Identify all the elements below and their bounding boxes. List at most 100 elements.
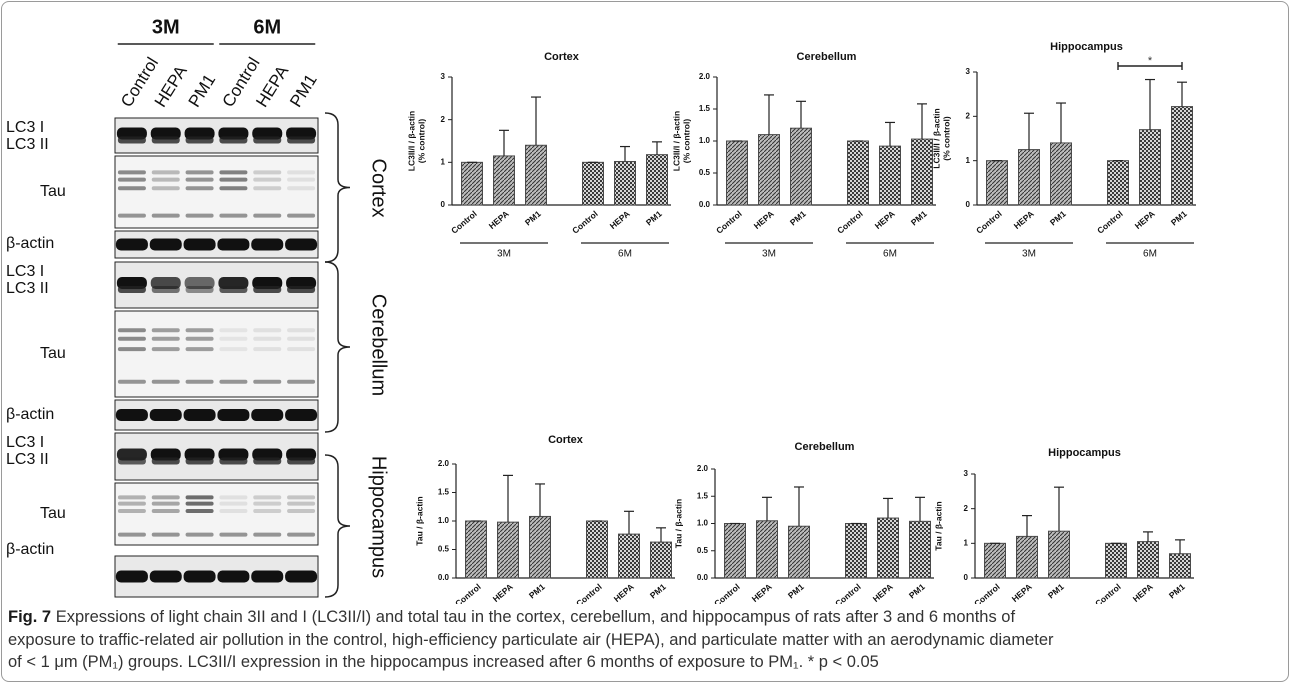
y-tick-label: 1.0 <box>697 519 709 528</box>
bar <box>986 160 1008 206</box>
blot-band <box>287 509 316 514</box>
bracket <box>324 454 351 598</box>
y-tick-label: 0.5 <box>438 545 450 554</box>
blot-band <box>287 336 316 341</box>
blot-band <box>117 457 146 465</box>
blot-band <box>185 136 214 144</box>
blot-band <box>185 336 214 341</box>
blot-band <box>253 328 282 333</box>
blot-band <box>185 347 214 352</box>
region-label: Cerebellum <box>368 294 390 396</box>
blot-band <box>151 336 180 341</box>
error-bar <box>652 141 662 155</box>
y-tick-label: 1.0 <box>438 516 450 525</box>
y-tick-label: 1 <box>966 156 971 165</box>
error-bar <box>794 486 804 527</box>
blot-band <box>253 170 282 175</box>
blot-band <box>117 328 146 333</box>
x-tick-label: HEPA <box>873 209 897 231</box>
blot-band <box>219 532 248 537</box>
blot-band <box>117 501 146 506</box>
band-label: Tau <box>40 505 66 522</box>
bar <box>724 523 746 579</box>
blot-box <box>114 117 319 154</box>
x-tick-label: HEPA <box>1131 582 1155 604</box>
y-axis-label: (% control) <box>416 119 426 164</box>
blot-band <box>285 238 318 251</box>
blot-band <box>185 328 214 333</box>
blot-band <box>151 213 180 218</box>
error-bar <box>1143 531 1153 542</box>
blot-band <box>185 379 214 384</box>
y-tick-label: 0.5 <box>697 546 709 555</box>
blot-band <box>117 286 146 293</box>
blot-band <box>185 509 214 514</box>
blot-band <box>183 238 216 251</box>
y-tick-label: 1.5 <box>438 488 450 497</box>
blot-band <box>219 347 248 352</box>
blot-band <box>287 501 316 506</box>
blot-band <box>151 495 180 500</box>
blot-band <box>184 277 215 289</box>
timepoint-label: 6M <box>253 16 281 38</box>
error-bar <box>917 103 927 140</box>
blot-band <box>287 379 316 384</box>
chart-title: Cerebellum <box>795 441 855 453</box>
blot-band <box>185 501 214 506</box>
band-label: β-actin <box>6 235 54 252</box>
x-tick-label: Control <box>833 582 863 604</box>
blot-band <box>287 136 316 144</box>
y-tick-label: 2 <box>966 111 971 120</box>
blot-band <box>219 379 248 384</box>
y-tick-label: 1.5 <box>699 104 711 113</box>
error-bar <box>620 145 630 162</box>
band-label: Tau <box>40 345 66 362</box>
x-tick-label: PM1 <box>1048 208 1068 227</box>
error-bar <box>1177 81 1187 107</box>
blot-box <box>114 432 319 481</box>
blot-band <box>287 186 316 191</box>
y-axis-label: LC3II/I / β-actin <box>931 108 941 168</box>
bar <box>650 541 672 579</box>
error-bar <box>535 483 545 517</box>
blot-band <box>217 238 250 251</box>
bar <box>1050 142 1072 206</box>
error-bar <box>796 100 806 129</box>
blot-band <box>115 570 148 583</box>
x-tick-label: PM1 <box>1046 581 1066 600</box>
blot-box <box>114 555 319 598</box>
blot-band <box>115 238 148 251</box>
lane-label: PM1 <box>185 71 220 111</box>
bar <box>586 520 608 579</box>
band-label: LC3 II <box>6 136 49 153</box>
x-tick-label: Control <box>972 582 1002 604</box>
blot-band <box>117 186 146 191</box>
bar <box>1169 553 1191 579</box>
blot-band <box>217 570 250 583</box>
bar <box>1107 160 1129 206</box>
blot-band <box>253 213 282 218</box>
blot-band <box>117 213 146 218</box>
bar <box>1171 106 1193 206</box>
x-tick-label: PM1 <box>1169 208 1189 227</box>
caption-text: Expressions of light chain 3II and I (LC… <box>55 608 1016 626</box>
y-axis-label: Tau / β-actin <box>933 501 943 550</box>
x-tick-label: PM1 <box>907 581 927 600</box>
group-label: 3M <box>497 249 511 260</box>
lane-label: PM1 <box>286 71 321 111</box>
region-label: Cortex <box>368 159 390 218</box>
blot-band <box>117 336 146 341</box>
region-label: Hippocampus <box>368 456 390 578</box>
error-bar <box>915 496 925 522</box>
bar <box>525 144 547 206</box>
error-bar <box>883 497 893 519</box>
x-tick-label: HEPA <box>1012 209 1036 231</box>
x-tick-label: Control <box>570 209 600 236</box>
y-axis-label: Tau / β-actin <box>414 496 424 545</box>
blot-band <box>185 177 214 182</box>
bar <box>465 520 487 579</box>
blot-band <box>151 136 180 144</box>
y-tick-label: 0 <box>964 573 969 582</box>
bar <box>726 140 748 206</box>
